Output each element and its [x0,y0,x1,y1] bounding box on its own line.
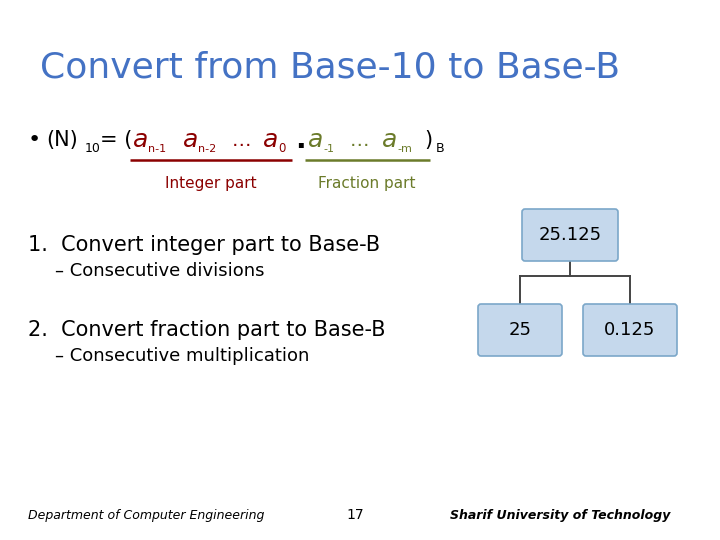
Text: …: … [350,131,369,150]
Text: a: a [183,128,199,152]
Text: (N): (N) [46,130,78,150]
Text: 17: 17 [346,508,364,522]
Text: ): ) [424,130,432,150]
Text: 1.  Convert integer part to Base-B: 1. Convert integer part to Base-B [28,235,380,255]
FancyBboxPatch shape [583,304,677,356]
Text: -1: -1 [323,144,334,154]
Text: n-2: n-2 [198,144,216,154]
FancyBboxPatch shape [478,304,562,356]
Text: – Consecutive multiplication: – Consecutive multiplication [55,347,310,365]
Text: n-1: n-1 [148,144,166,154]
Text: …: … [232,131,251,150]
Text: Fraction part: Fraction part [318,176,415,191]
Text: a: a [263,128,279,152]
Text: 0: 0 [278,143,285,156]
Text: 25: 25 [508,321,531,339]
Text: •: • [28,130,41,150]
Text: Department of Computer Engineering: Department of Computer Engineering [28,509,264,522]
Text: = (: = ( [100,130,132,150]
Text: 2.  Convert fraction part to Base-B: 2. Convert fraction part to Base-B [28,320,385,340]
Text: a: a [133,128,148,152]
Text: Integer part: Integer part [165,176,257,191]
Text: a: a [308,128,323,152]
Text: Sharif University of Technology: Sharif University of Technology [450,509,670,522]
Text: 25.125: 25.125 [539,226,602,244]
Text: a: a [382,128,397,152]
Text: 10: 10 [85,143,101,156]
Text: Convert from Base-10 to Base-B: Convert from Base-10 to Base-B [40,50,620,84]
FancyBboxPatch shape [522,209,618,261]
Text: 0.125: 0.125 [604,321,656,339]
Text: – Consecutive divisions: – Consecutive divisions [55,262,264,280]
Text: .: . [295,126,305,154]
Text: B: B [436,143,445,156]
Text: -m: -m [397,144,412,154]
